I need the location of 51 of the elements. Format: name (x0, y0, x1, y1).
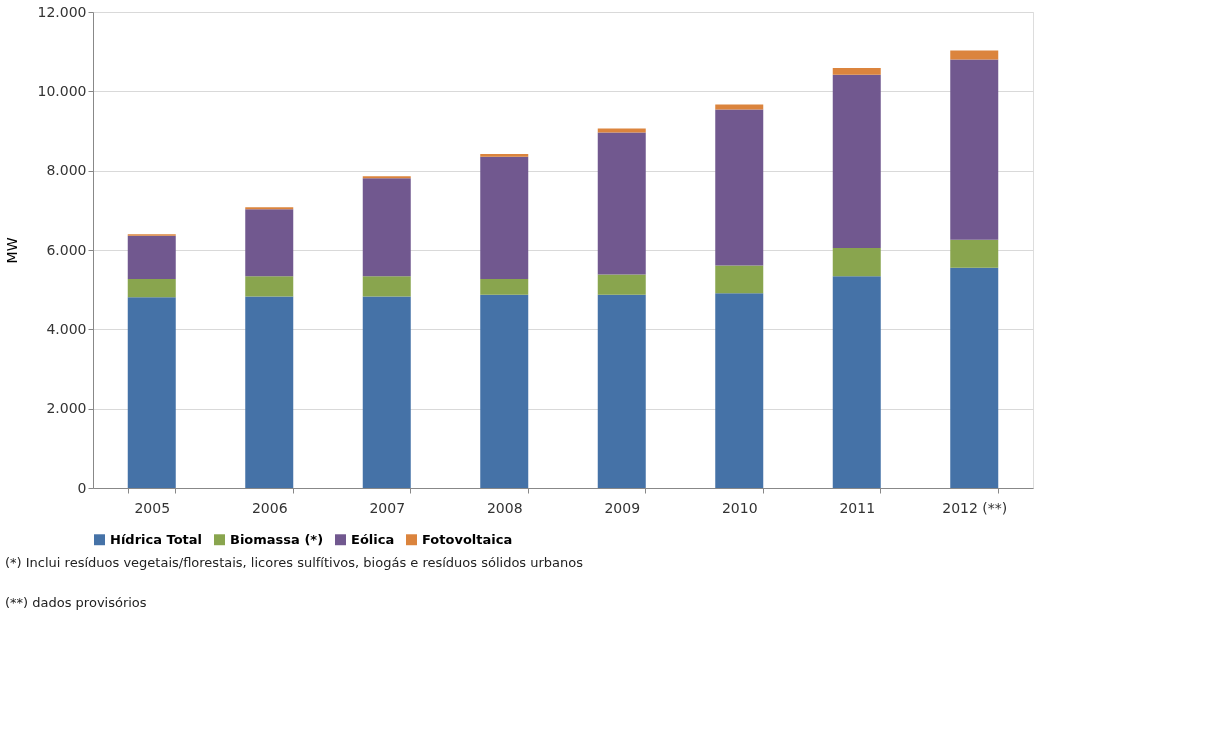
legend-label: Hídrica Total (110, 531, 203, 547)
bar (832, 248, 881, 277)
bar (362, 296, 411, 488)
bar (832, 67, 881, 75)
bar (597, 294, 646, 488)
x-tick-label: 2007 (369, 499, 406, 516)
bar (480, 294, 529, 488)
text: (*) Inclui resíduos vegetais/florestais, licores sulfítivos, biogás e resíduos sólidos urbanos (5, 555, 584, 570)
x-tick-label: 2005 (134, 499, 171, 516)
bar (480, 278, 529, 295)
bar (597, 132, 646, 275)
bar (597, 128, 646, 133)
bar (480, 154, 529, 157)
bar (245, 209, 294, 277)
y-axis-title: MW (3, 237, 20, 264)
bar (950, 239, 999, 268)
bar (597, 274, 646, 295)
bar (245, 276, 294, 297)
bar (127, 278, 176, 298)
x-tick-label: 2009 (604, 499, 641, 516)
bar (480, 156, 529, 279)
x-tick-label: 2006 (251, 499, 288, 516)
y-tick-label: 10.000 (37, 82, 87, 99)
legend-label: Biomassa (*) (230, 531, 324, 547)
bar (362, 276, 411, 297)
y-tick-label: 2.000 (46, 400, 87, 417)
bar (362, 178, 411, 277)
bar (950, 50, 999, 60)
bar (715, 293, 764, 488)
legend-label: Eólica (351, 531, 395, 547)
bar (950, 59, 999, 240)
legend-label: Fotovoltaica (422, 531, 513, 547)
bar (950, 267, 999, 488)
text: (**) dados provisórios (5, 595, 147, 610)
bar (832, 276, 881, 488)
y-tick-label: 8.000 (46, 162, 87, 179)
y-tick-label: 4.000 (46, 320, 87, 337)
bar (127, 235, 176, 279)
x-tick-label: 2008 (486, 499, 523, 516)
x-tick-label: 2011 (839, 499, 876, 516)
x-tick-label: 2012 (**) (942, 499, 1008, 516)
bar (245, 296, 294, 488)
bar (127, 297, 176, 488)
bar (715, 104, 764, 110)
bar (715, 109, 764, 266)
y-tick-label: 6.000 (46, 241, 87, 258)
y-tick-label: 0 (77, 479, 87, 496)
bar (715, 265, 764, 294)
bar (832, 74, 881, 249)
y-tick-label: 12.000 (37, 3, 87, 20)
x-tick-label: 2010 (721, 499, 758, 516)
